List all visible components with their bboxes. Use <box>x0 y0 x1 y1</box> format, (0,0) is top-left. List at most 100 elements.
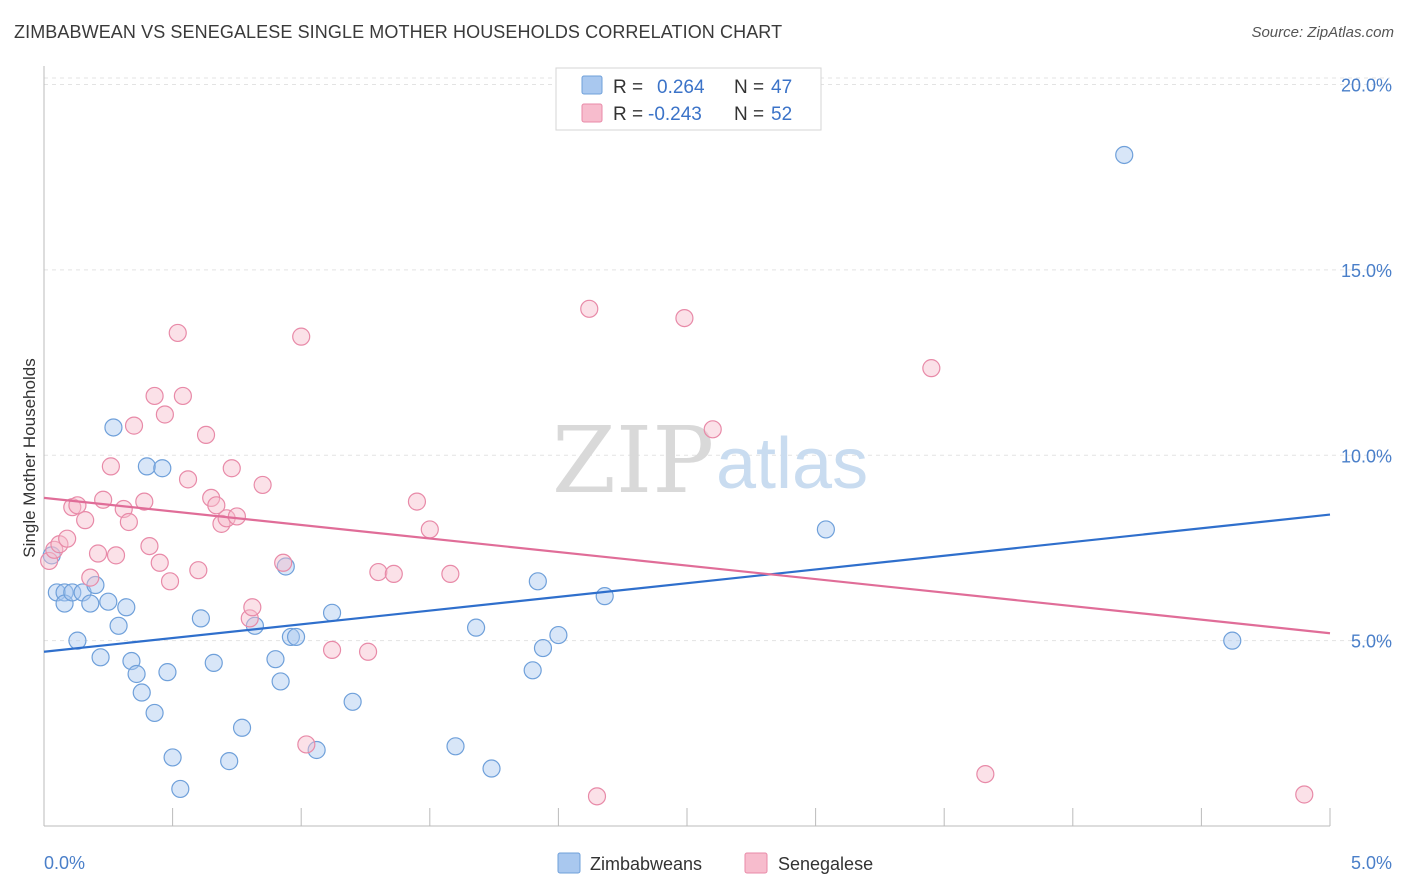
senegalese-point <box>675 308 694 328</box>
zimbabwean-point <box>158 663 177 682</box>
senegalese-point <box>58 529 77 548</box>
zimbabwean-point <box>63 583 82 602</box>
zimbabwean-point <box>109 616 128 635</box>
senegalese-point <box>88 544 108 563</box>
legend-r-label-zimbabweans: R = <box>613 77 643 98</box>
zimbabwean-point <box>307 740 326 760</box>
zimbabwean-point <box>533 638 553 658</box>
zimbabwean-point <box>145 703 164 723</box>
x-tick-label: 0.0% <box>44 853 85 873</box>
senegalese-point <box>150 553 169 572</box>
senegalese-point <box>124 416 144 435</box>
legend-r-value-zimbabweans: 0.264 <box>657 77 705 98</box>
zimbabwean-point <box>523 661 542 680</box>
zimbabwean-point <box>91 648 110 667</box>
senegalese-point <box>173 386 192 406</box>
senegalese-point <box>358 642 378 661</box>
senegalese-point <box>212 514 231 533</box>
zimbabwean-point <box>266 650 285 669</box>
legend-swatch-zimbabweans <box>581 75 603 95</box>
senegalese-point <box>243 598 262 617</box>
x-tick-labels: 0.0% 5.0% <box>44 853 1392 873</box>
series-legend-label-zimbabweans[interactable]: Zimbabweans <box>590 854 702 874</box>
y-tick-label: 5.0% <box>1351 632 1392 652</box>
zimbabwean-point <box>281 627 301 647</box>
senegalese-point <box>292 327 311 346</box>
x-tick-label: 5.0% <box>1351 853 1392 873</box>
zimbabwean-point <box>322 603 342 622</box>
zimbabwean-point <box>1223 631 1242 650</box>
legend-swatch-senegalese <box>581 103 603 123</box>
zimbabwean-point <box>343 692 362 711</box>
zimbabwean-point <box>446 737 465 756</box>
senegalese-point <box>297 735 316 754</box>
senegalese-point <box>160 572 180 591</box>
senegalese-point <box>384 564 403 584</box>
senegalese-point <box>135 492 154 511</box>
senegalese-point <box>45 540 64 559</box>
senegalese-point <box>369 562 388 582</box>
zimbabwean-point <box>595 587 614 606</box>
zimbabwean-point <box>81 594 100 613</box>
correlation-legend: R = 0.264 N = 47 R = -0.243 N = 52 <box>555 67 822 131</box>
y-tick-label: 10.0% <box>1341 446 1392 466</box>
senegalese-point <box>253 475 272 495</box>
legend-n-value-senegalese: 52 <box>771 104 792 125</box>
senegalese-point <box>140 536 159 556</box>
zimbabwean-point <box>163 748 182 767</box>
senegalese-point <box>145 386 164 406</box>
legend-n-label-zimbabweans: N = <box>734 77 764 98</box>
zimbabwean-point <box>171 779 190 799</box>
watermark: ZIP atlas <box>552 407 868 514</box>
senegalese-point <box>168 323 187 343</box>
senegalese-point <box>922 359 941 378</box>
zimbabwean-trend-line <box>43 513 1331 653</box>
series-legend: Zimbabweans Senegalese <box>557 852 873 874</box>
senegalese-point <box>322 640 342 660</box>
y-tick-labels: 5.0% 10.0% 15.0% 20.0% <box>1341 76 1392 652</box>
zimbabwean-point <box>132 683 151 702</box>
gridlines <box>44 77 1390 642</box>
watermark-atlas: atlas <box>716 424 868 504</box>
x-tick-marks <box>172 808 1331 826</box>
series-legend-label-senegalese[interactable]: Senegalese <box>778 854 873 874</box>
zimbabwean-point <box>528 572 547 591</box>
senegalese-point <box>189 561 208 580</box>
zimbabwean-point <box>220 752 239 771</box>
zimbabwean-point <box>204 653 223 672</box>
zimbabwean-point <box>104 418 123 437</box>
zimbabwean-point <box>549 625 568 645</box>
y-tick-label: 15.0% <box>1341 261 1392 281</box>
senegalese-point <box>703 420 722 439</box>
zimbabwean-point <box>232 718 252 737</box>
senegalese-point <box>196 425 216 444</box>
senegalese-point <box>587 787 607 806</box>
zimbabwean-point <box>482 759 501 778</box>
senegalese-point <box>976 764 995 784</box>
series-legend-swatch-zimbabweans[interactable] <box>557 852 581 874</box>
zimbabwean-point <box>127 664 146 684</box>
senegalese-point <box>106 546 126 565</box>
senegalese-point <box>227 507 246 526</box>
zimbabwean-point <box>286 627 306 647</box>
watermark-zip: ZIP <box>552 407 714 514</box>
senegalese-point <box>580 299 599 318</box>
trend-lines <box>43 496 1331 653</box>
senegalese-point <box>240 609 259 628</box>
zimbabwean-point <box>466 618 486 637</box>
zimbabwean-point <box>816 520 835 539</box>
y-axis-title: Single Mother Households <box>20 358 39 557</box>
zimbabwean-point <box>99 592 118 611</box>
legend-r-value-senegalese: -0.243 <box>648 104 702 125</box>
senegalese-point <box>274 553 293 572</box>
y-tick-label: 20.0% <box>1341 76 1392 96</box>
senegalese-trend-line <box>43 496 1331 635</box>
senegalese-point <box>178 470 198 489</box>
data-points <box>40 145 1314 806</box>
series-legend-swatch-senegalese[interactable] <box>744 852 768 874</box>
senegalese-point <box>155 405 174 424</box>
legend-n-value-zimbabweans: 47 <box>771 77 792 98</box>
chart-title: ZIMBABWEAN VS SENEGALESE SINGLE MOTHER H… <box>14 22 783 42</box>
zimbabwean-point <box>1115 145 1134 165</box>
